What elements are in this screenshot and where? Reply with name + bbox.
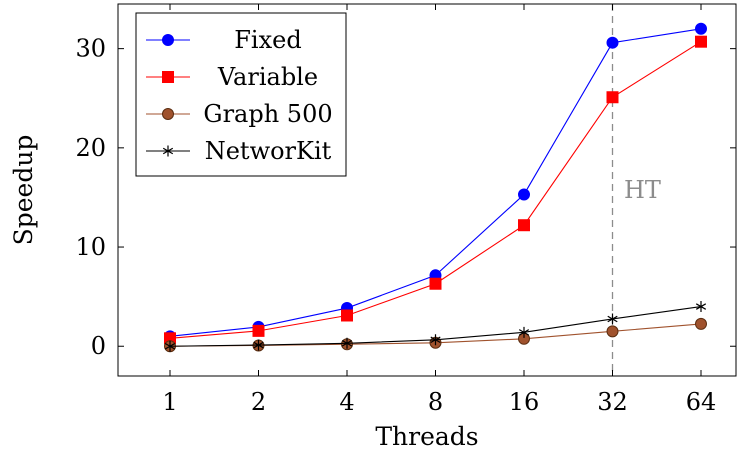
data-point-networkit: [518, 326, 530, 338]
x-axis-label: Threads: [375, 422, 478, 451]
data-point-fixed: [695, 22, 707, 35]
series-networkit: [164, 301, 707, 352]
legend-label-graph-500: Graph 500: [203, 100, 332, 128]
data-point-variable: [606, 91, 619, 104]
legend: Fixed Variable Graph 500 NetworKit: [135, 12, 347, 177]
legend-entry-variable: Variable: [146, 63, 318, 91]
x-tick-label: 1: [162, 388, 177, 416]
data-point-variable: [341, 309, 353, 322]
y-tick-label: 0: [91, 332, 106, 360]
data-point-networkit: [253, 339, 264, 351]
x-tick-label: 32: [597, 388, 628, 416]
legend-entry-networkit: NetworKit: [146, 137, 332, 165]
y-tick-label: 30: [75, 35, 106, 63]
data-point-graph-500: [695, 317, 707, 330]
plot-frame: [117, 3, 737, 377]
data-point-graph-500: [606, 325, 619, 338]
data-point-variable: [518, 219, 530, 232]
x-tick-label: 2: [251, 388, 266, 416]
x-axis-ticks: 1 2 4 8 16 32 64: [162, 4, 716, 416]
data-point-variable: [695, 35, 707, 48]
x-tick-label: 8: [428, 388, 443, 416]
data-point-networkit: [607, 313, 618, 325]
data-point-networkit: [430, 334, 441, 346]
data-point-variable: [429, 277, 442, 290]
legend-marker-graph-500: [162, 108, 174, 120]
legend-label-variable: Variable: [217, 63, 318, 91]
ht-annotation: HT: [624, 176, 661, 204]
legend-marker-networkit: [162, 145, 174, 157]
legend-entry-graph-500: Graph 500: [146, 100, 333, 128]
y-axis-ticks: 0 10 20 30: [75, 35, 736, 360]
data-point-networkit: [164, 340, 176, 352]
data-point-fixed: [606, 36, 619, 49]
y-axis-label: Speedup: [9, 135, 38, 246]
x-tick-label: 16: [509, 388, 540, 416]
y-tick-label: 20: [75, 134, 106, 162]
legend-label-fixed: Fixed: [234, 26, 301, 54]
data-point-fixed: [518, 188, 530, 201]
y-tick-label: 10: [75, 233, 106, 261]
legend-label-networkit: NetworKit: [205, 137, 332, 165]
chart-marks: [164, 4, 707, 376]
series-variable: [164, 35, 707, 345]
x-tick-label: 4: [339, 388, 354, 416]
data-point-networkit: [695, 301, 707, 313]
data-point-variable: [252, 324, 265, 337]
legend-entry-fixed: Fixed: [146, 26, 302, 54]
legend-marker-fixed: [162, 34, 174, 46]
legend-marker-variable: [162, 71, 174, 83]
data-point-networkit: [341, 337, 353, 349]
x-tick-label: 64: [686, 388, 717, 416]
